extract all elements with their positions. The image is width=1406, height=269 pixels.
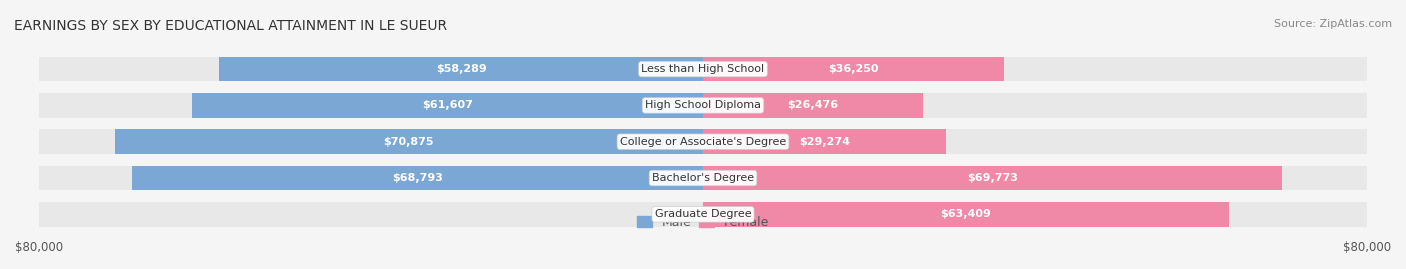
Text: EARNINGS BY SEX BY EDUCATIONAL ATTAINMENT IN LE SUEUR: EARNINGS BY SEX BY EDUCATIONAL ATTAINMEN… (14, 19, 447, 33)
Bar (39, 166, 703, 190)
Text: $61,607: $61,607 (422, 100, 472, 110)
Bar (39, 57, 703, 82)
Text: Less than High School: Less than High School (641, 64, 765, 74)
Bar (703, 166, 1367, 190)
Text: High School Diploma: High School Diploma (645, 100, 761, 110)
Legend: Male, Female: Male, Female (631, 211, 775, 234)
Text: $70,875: $70,875 (384, 137, 434, 147)
Bar (703, 129, 946, 154)
Bar (219, 57, 703, 82)
Bar (115, 129, 703, 154)
Text: $26,476: $26,476 (787, 100, 838, 110)
Bar (703, 202, 1229, 227)
Text: College or Associate's Degree: College or Associate's Degree (620, 137, 786, 147)
Bar (703, 57, 1004, 82)
Bar (39, 129, 703, 154)
Text: $58,289: $58,289 (436, 64, 486, 74)
Text: $0: $0 (671, 209, 686, 219)
Bar (703, 93, 1367, 118)
Bar (703, 57, 1367, 82)
Bar (703, 129, 1367, 154)
Bar (703, 202, 1367, 227)
Bar (703, 93, 922, 118)
Text: Bachelor's Degree: Bachelor's Degree (652, 173, 754, 183)
Bar (703, 166, 1282, 190)
Bar (39, 93, 703, 118)
Text: Graduate Degree: Graduate Degree (655, 209, 751, 219)
Text: $63,409: $63,409 (941, 209, 991, 219)
Bar (39, 202, 703, 227)
Bar (191, 93, 703, 118)
Text: $69,773: $69,773 (967, 173, 1018, 183)
Bar (132, 166, 703, 190)
Text: $29,274: $29,274 (799, 137, 851, 147)
Text: Source: ZipAtlas.com: Source: ZipAtlas.com (1274, 19, 1392, 29)
Text: $68,793: $68,793 (392, 173, 443, 183)
Text: $36,250: $36,250 (828, 64, 879, 74)
